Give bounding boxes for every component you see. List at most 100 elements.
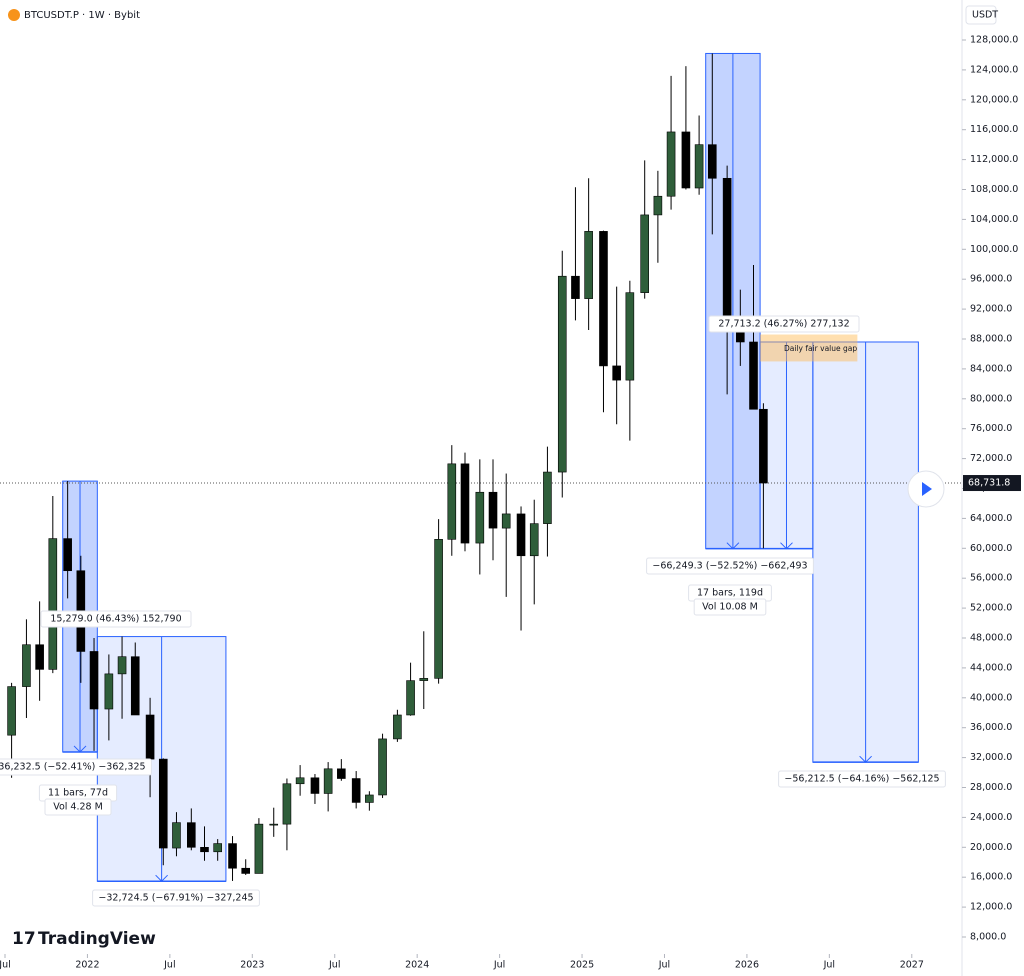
annotation-box [92,889,260,907]
candle-body [365,794,374,803]
x-tick-label: Jul [658,960,670,971]
y-tick-label: 100,000.0 [970,244,1018,255]
candle-body [7,686,16,736]
measure-box [760,334,858,362]
candle-body [460,463,470,544]
y-tick-label: 76,000.0 [970,423,1012,434]
candle-body [434,539,443,679]
y-tick-label: 16,000.0 [970,872,1012,883]
annotation-box [693,598,767,616]
candle-body [323,768,333,794]
y-tick-label: 64,000.0 [970,513,1012,524]
x-tick-label: 2024 [405,960,429,971]
candle-body [130,656,140,716]
annotation: −66,249.3 (−52.52%) −662,493 [652,561,807,572]
annotation-box [40,610,192,628]
candle-body [571,275,580,299]
annotation: Daily fair value gap [784,344,857,353]
candle-body [378,738,387,796]
candle-body [599,231,608,367]
candle-body [681,131,691,189]
annotation: −56,212.5 (−64.16%) −562,125 [784,774,939,785]
y-tick-label: 60,000.0 [970,543,1012,554]
candle-body [722,177,732,323]
candle-body [89,651,99,710]
chart-title: BTCUSDT.P · 1W · Bybit [24,10,140,21]
last-price-box [963,475,1021,492]
x-tick-label: 2025 [570,960,594,971]
x-tick-label: Jul [823,960,835,971]
candle-body [749,341,758,410]
x-tick-label: Jul [328,960,340,971]
candle-body [145,714,155,760]
candle-body [228,843,237,869]
y-tick-label: 112,000.0 [970,154,1018,165]
y-tick-label: 128,000.0 [970,35,1018,46]
candle-body [625,292,635,381]
y-tick-label: 96,000.0 [970,274,1012,285]
annotation: 11 bars, 77d [48,788,108,799]
brand-logo: 𝟭𝟳 [12,929,36,949]
y-tick-label: 44,000.0 [970,662,1012,673]
candle-body [269,823,279,826]
y-tick-label: 120,000.0 [970,94,1018,105]
annotation-box [708,315,860,333]
x-tick-label: 2022 [75,960,99,971]
candle-body [447,463,457,540]
x-tick-label: Jul [0,960,11,971]
y-tick-label: 116,000.0 [970,124,1018,135]
y-tick-label: 20,000.0 [970,842,1012,853]
annotation: 27,713.2 (46.27%) 277,132 [718,319,849,330]
x-tick-label: 2027 [900,960,924,971]
candle-body [653,195,663,216]
y-tick-label: 24,000.0 [970,812,1012,823]
candle-body [529,523,539,557]
annotation-box [646,557,814,575]
candle-body [666,131,676,197]
annotation: Vol 10.08 M [702,602,758,613]
last-price-label: 68,731.8 [968,478,1010,489]
candle-body [694,144,704,189]
y-tick-label: 12,000.0 [970,902,1012,913]
candle-body [63,538,72,572]
y-tick-label: 124,000.0 [970,64,1018,75]
candle-body [254,823,264,874]
y-tick-label: 80,000.0 [970,393,1012,404]
candle-body [351,778,361,803]
candle-body [612,365,621,381]
y-tick-label: 8,000.0 [970,932,1006,943]
y-tick-label: 88,000.0 [970,334,1012,345]
annotation: 15,279.0 (46.43%) 152,790 [50,614,181,625]
candle-body [35,644,44,670]
candle-body [501,513,511,529]
y-tick-label: 84,000.0 [970,363,1012,374]
candle-body [48,538,58,670]
y-tick-label: 32,000.0 [970,752,1012,763]
y-tick-label: 52,000.0 [970,603,1012,614]
currency: USDT [972,10,998,21]
currency-box [965,5,997,25]
y-tick-label: 108,000.0 [970,184,1018,195]
x-tick-label: 2026 [735,960,759,971]
y-tick-label: 40,000.0 [970,692,1012,703]
annotation: 17 bars, 119d [697,588,763,599]
candle-body [516,513,526,557]
candle-body [172,822,181,849]
candle-body [543,471,552,524]
candle-body [282,783,292,825]
candle-body [759,408,768,484]
candle-body [640,214,649,293]
brand: TradingView [38,929,156,949]
y-tick-label: 28,000.0 [970,782,1012,793]
candle-body [337,768,346,779]
y-tick-label: 72,000.0 [970,453,1012,464]
candle-body [22,644,31,687]
candle-body [557,275,567,473]
y-tick-label: 104,000.0 [970,214,1018,225]
candle-body [158,758,168,849]
candle-body [241,867,251,874]
annotation-box [44,798,112,816]
candle-body [406,680,415,716]
